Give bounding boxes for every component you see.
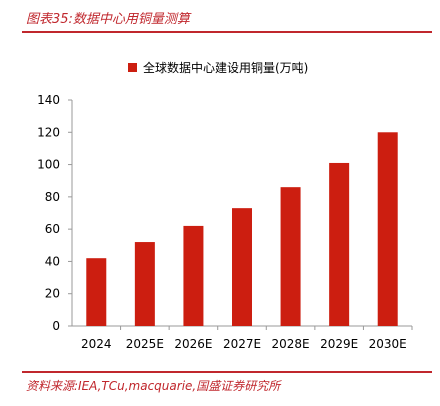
x-tick-label: 2029E bbox=[320, 337, 358, 351]
y-tick-label: 40 bbox=[45, 254, 60, 268]
figure-caption: 图表35:数据中心用铜量测算 bbox=[26, 12, 190, 27]
x-tick-label: 2026E bbox=[174, 337, 212, 351]
bar-2030E bbox=[377, 132, 398, 326]
y-axis-ticks: 0 20 40 60 80 100 120 140 bbox=[37, 93, 72, 333]
bar-2028E bbox=[280, 187, 301, 326]
legend: 全球数据中心建设用铜量(万吨) bbox=[128, 60, 308, 75]
bar-2026E bbox=[183, 225, 204, 326]
legend-label: 全球数据中心建设用铜量(万吨) bbox=[143, 60, 308, 75]
bar-2029E bbox=[329, 162, 350, 326]
bar-2024 bbox=[86, 258, 107, 326]
bar-2027E bbox=[232, 208, 252, 326]
y-tick-label: 20 bbox=[45, 287, 60, 301]
y-tick-label: 100 bbox=[37, 158, 60, 172]
y-tick-label: 60 bbox=[45, 222, 60, 236]
x-tick-label: 2030E bbox=[369, 337, 407, 351]
x-tick-label: 2024 bbox=[81, 337, 112, 351]
y-tick-label: 140 bbox=[37, 93, 60, 107]
legend-swatch bbox=[128, 63, 137, 72]
x-tick-label: 2027E bbox=[223, 337, 261, 351]
bars bbox=[86, 132, 398, 326]
x-tick-label: 2028E bbox=[272, 337, 310, 351]
top-rule bbox=[22, 31, 432, 33]
bottom-rule bbox=[22, 371, 432, 373]
source-note: 资料来源:IEA,TCu,macquarie,国盛证券研究所 bbox=[26, 379, 281, 393]
x-tick-label: 2025E bbox=[126, 337, 164, 351]
x-axis-ticks: 2024 2025E 2026E 2027E 2028E 2029E 2030E bbox=[81, 326, 413, 351]
y-tick-label: 0 bbox=[52, 319, 60, 333]
y-tick-label: 80 bbox=[45, 190, 60, 204]
bar-2025E bbox=[134, 242, 155, 326]
y-tick-label: 120 bbox=[37, 125, 60, 139]
